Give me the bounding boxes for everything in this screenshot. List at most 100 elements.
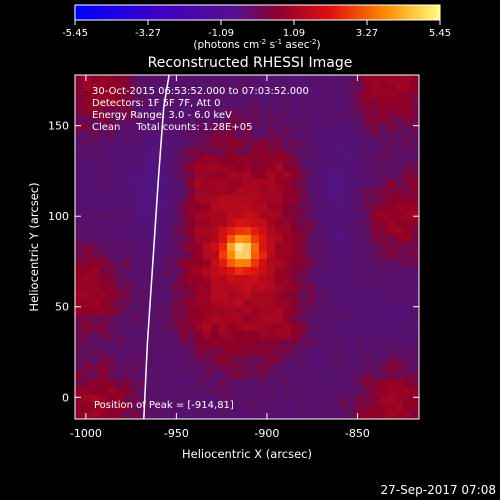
heatmap-cell	[83, 187, 92, 196]
heatmap-cell	[363, 203, 372, 212]
heatmap-cell	[147, 379, 156, 388]
heatmap-cell	[371, 395, 380, 404]
heatmap-cell	[259, 315, 268, 324]
heatmap-cell	[387, 115, 396, 124]
heatmap-cell	[323, 219, 332, 228]
heatmap-cell	[219, 91, 228, 100]
heatmap-cell	[187, 99, 196, 108]
heatmap-cell	[379, 227, 388, 236]
heatmap-cell	[179, 195, 188, 204]
heatmap-cell	[91, 307, 100, 316]
heatmap-cell	[235, 227, 244, 236]
heatmap-cell	[387, 203, 396, 212]
heatmap-cell	[107, 363, 116, 372]
heatmap-cell	[315, 131, 324, 140]
heatmap-cell	[371, 267, 380, 276]
heatmap-cell	[91, 387, 100, 396]
heatmap-cell	[203, 395, 212, 404]
heatmap-cell	[347, 187, 356, 196]
heatmap-cell	[291, 331, 300, 340]
heatmap-cell	[171, 211, 180, 220]
heatmap-cell	[403, 243, 412, 252]
heatmap-cell	[347, 211, 356, 220]
heatmap-cell	[147, 115, 156, 124]
heatmap-cell	[355, 323, 364, 332]
heatmap-cell	[179, 99, 188, 108]
heatmap-cell	[291, 283, 300, 292]
heatmap-cell	[163, 243, 172, 252]
heatmap-cell	[235, 91, 244, 100]
heatmap-cell	[75, 411, 84, 420]
heatmap-cell	[219, 323, 228, 332]
heatmap-cell	[155, 203, 164, 212]
heatmap-cell	[307, 363, 316, 372]
heatmap-cell	[83, 195, 92, 204]
heatmap-cell	[323, 195, 332, 204]
heatmap-cell	[131, 219, 140, 228]
heatmap-cell	[203, 307, 212, 316]
heatmap-cell	[171, 331, 180, 340]
heatmap-cell	[355, 155, 364, 164]
heatmap-cell	[107, 379, 116, 388]
heatmap-cell	[123, 371, 132, 380]
heatmap-cell	[339, 307, 348, 316]
heatmap-cell	[139, 339, 148, 348]
heatmap-cell	[347, 347, 356, 356]
heatmap-cell	[331, 83, 340, 92]
heatmap-cell	[83, 91, 92, 100]
heatmap-cell	[123, 403, 132, 412]
heatmap-cell	[283, 355, 292, 364]
heatmap-cell	[107, 315, 116, 324]
heatmap-cell	[83, 363, 92, 372]
heatmap-cell	[171, 235, 180, 244]
heatmap-cell	[107, 355, 116, 364]
heatmap-cell	[99, 107, 108, 116]
heatmap-cell	[139, 347, 148, 356]
heatmap-cell	[195, 315, 204, 324]
heatmap-cell	[371, 195, 380, 204]
heatmap-cell	[251, 187, 260, 196]
heatmap-cell	[91, 83, 100, 92]
heatmap-cell	[283, 363, 292, 372]
heatmap-cell	[315, 387, 324, 396]
heatmap-cell	[211, 219, 220, 228]
heatmap-cell	[187, 91, 196, 100]
heatmap-cell	[259, 187, 268, 196]
heatmap-cell	[211, 299, 220, 308]
heatmap-cell	[371, 307, 380, 316]
heatmap-cell	[315, 211, 324, 220]
heatmap-cell	[291, 203, 300, 212]
heatmap-cell	[355, 243, 364, 252]
heatmap-cell	[115, 203, 124, 212]
heatmap-cell	[275, 163, 284, 172]
heatmap-cell	[363, 387, 372, 396]
heatmap-cell	[307, 387, 316, 396]
heatmap-cell	[147, 155, 156, 164]
heatmap-cell	[83, 259, 92, 268]
heatmap-cell	[323, 411, 332, 420]
heatmap-cell	[115, 187, 124, 196]
heatmap-cell	[163, 347, 172, 356]
heatmap-cell	[83, 251, 92, 260]
heatmap-cell	[219, 83, 228, 92]
heatmap-cell	[331, 307, 340, 316]
heatmap-cell	[99, 283, 108, 292]
heatmap-cell	[187, 323, 196, 332]
heatmap-cell	[275, 243, 284, 252]
heatmap-cell	[371, 355, 380, 364]
heatmap-cell	[395, 107, 404, 116]
heatmap-cell	[99, 371, 108, 380]
heatmap-cell	[291, 179, 300, 188]
heatmap-cell	[171, 323, 180, 332]
heatmap-cell	[347, 299, 356, 308]
heatmap-cell	[219, 123, 228, 132]
heatmap-cell	[347, 291, 356, 300]
heatmap-cell	[251, 99, 260, 108]
heatmap-cell	[155, 75, 164, 84]
heatmap-cell	[75, 283, 84, 292]
heatmap-cell	[347, 411, 356, 420]
heatmap-cell	[155, 83, 164, 92]
heatmap-cell	[363, 235, 372, 244]
heatmap-cell	[411, 139, 420, 148]
heatmap-cell	[291, 363, 300, 372]
